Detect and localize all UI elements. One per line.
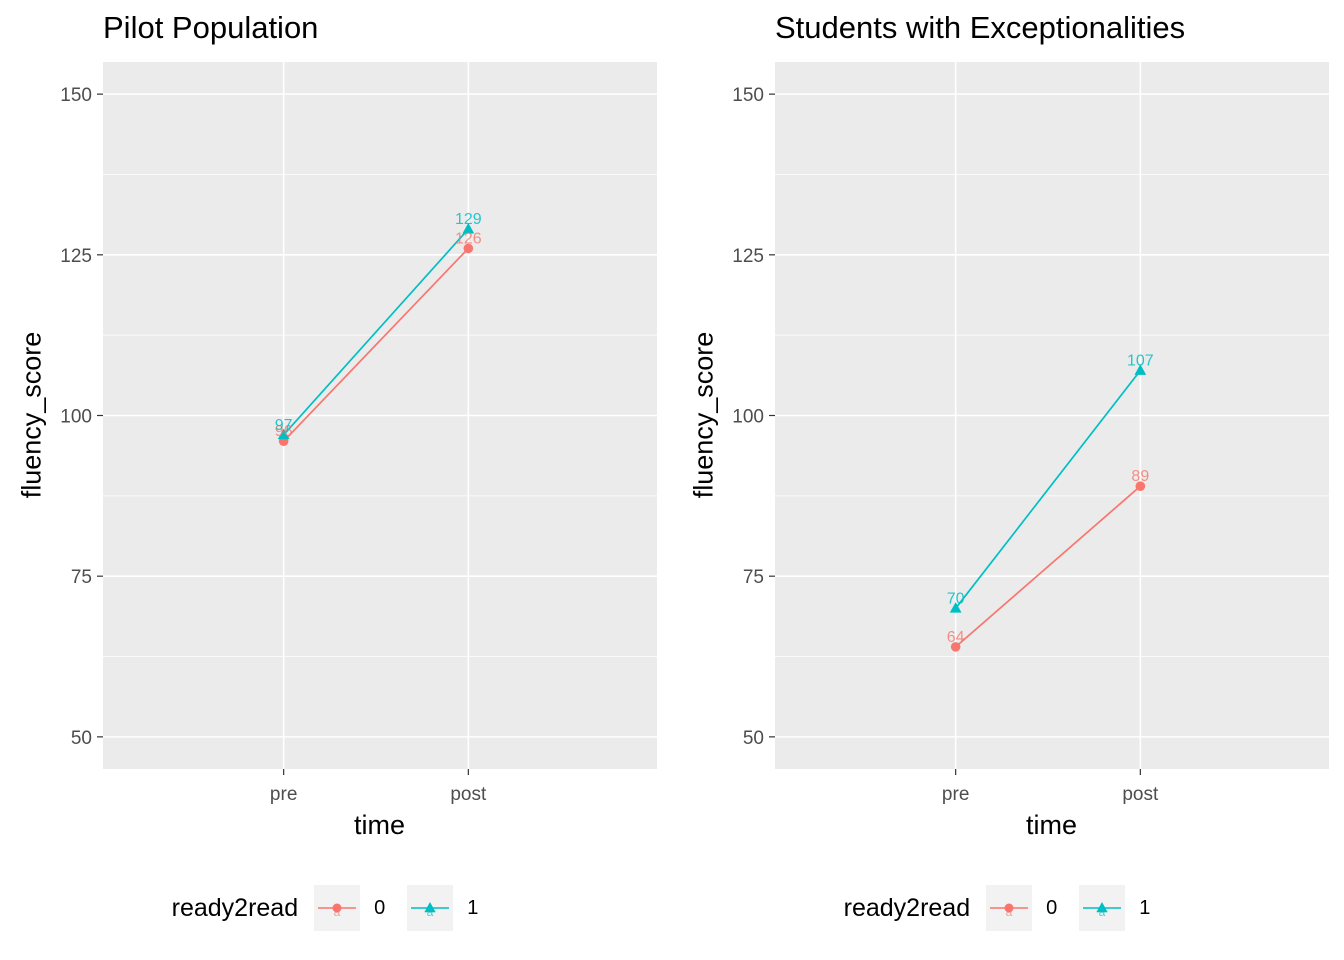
y-tick-label: 150 [732,85,764,106]
x-tick-label: pre [270,784,297,805]
x-tick-label: pre [942,784,969,805]
data-label: 89 [1131,468,1149,485]
legend-label-1: 1 [1139,896,1151,919]
legend-label-0: 0 [374,896,386,919]
data-point-triangle [1134,364,1147,375]
x-tick-label: post [1122,784,1159,805]
y-axis-title: fluency_score [688,331,719,499]
data-label: 70 [947,590,965,607]
legend-triangle-icon [1096,902,1108,913]
plot-area: 50 75 100 125 150 pre post 96 126 97 129 [60,62,657,805]
legend-key-1: a [1079,885,1126,931]
data-label: 126 [455,230,482,247]
legend-key-0: a [314,885,361,931]
legend: ready2read a 0 a 1 [0,885,672,931]
series-line-0 [955,485,1141,648]
plot-area: 50 75 100 125 150 pre post 64 89 70 107 [732,62,1329,805]
legend-text-glyph: a [334,905,341,919]
series-line-1 [283,228,469,436]
series-line-0 [283,247,469,442]
y-axis-title: fluency_score [16,331,47,499]
data-point-circle [463,243,474,254]
legend: ready2read a 0 a 1 [672,885,1344,931]
data-point-circle [1135,481,1146,492]
legend-key-1: a [407,885,454,931]
y-tick-label: 50 [743,728,764,749]
data-label: 129 [455,211,482,228]
data-label: 64 [947,629,965,646]
legend-title: ready2read [171,893,299,922]
x-axis-title: time [353,810,405,840]
y-tick-label: 100 [60,407,92,428]
chart-title: Students with Exceptionalities [775,10,1186,45]
legend-text-glyph: a [427,905,434,919]
y-tick-label: 75 [71,567,92,588]
y-tick-label: 125 [732,246,764,267]
legend-title: ready2read [843,893,971,922]
data-label: 97 [275,417,293,434]
legend-key-0: a [986,885,1033,931]
chart-panel-students-with-exceptionalities: Students with Exceptionalities 50 75 100 12… [672,0,1344,960]
y-tick-label: 50 [71,728,92,749]
legend-text-glyph: a [1006,905,1013,919]
data-label: 107 [1127,353,1154,370]
legend-label-1: 1 [467,896,479,919]
data-point-circle [950,642,961,652]
data-label: 96 [275,423,293,440]
y-tick-label: 75 [743,567,764,588]
legend-circle-icon [1004,903,1014,913]
y-tick-label: 125 [60,246,92,267]
chart-panel-pilot-population: Pilot Population 50 75 100 125 150 pre post 96 1… [0,10,672,931]
x-axis-title: time [1025,810,1077,840]
data-point-triangle [949,602,962,613]
legend-text-glyph: a [1099,905,1106,919]
y-tick-label: 100 [732,407,764,428]
data-point-triangle [277,428,290,440]
legend-triangle-icon [424,902,436,913]
legend-label-0: 0 [1046,896,1058,919]
legend-circle-icon [332,903,342,913]
chart-title: Pilot Population [103,10,319,45]
data-point-triangle [462,222,475,234]
x-tick-label: post [450,784,487,805]
y-tick-label: 150 [60,85,92,106]
series-line-1 [954,369,1142,609]
